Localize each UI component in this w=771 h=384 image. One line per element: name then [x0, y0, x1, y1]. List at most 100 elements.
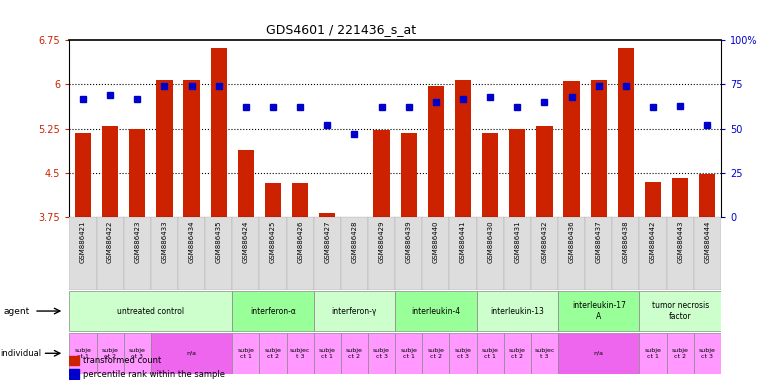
Text: subje
ct 1: subje ct 1 [400, 348, 417, 359]
Bar [476, 291, 558, 331]
Bar [341, 217, 368, 290]
Bar [401, 133, 417, 217]
Bar [667, 333, 694, 374]
Text: n/a: n/a [187, 351, 197, 356]
Text: interleukin-4: interleukin-4 [411, 306, 460, 316]
Bar [69, 217, 96, 290]
Text: GSM886432: GSM886432 [541, 220, 547, 263]
Bar [509, 129, 526, 217]
Text: GSM886423: GSM886423 [134, 220, 140, 263]
Bar [102, 126, 118, 217]
Bar [449, 333, 476, 374]
Bar [645, 182, 662, 217]
Bar [96, 333, 123, 374]
Bar [618, 48, 634, 217]
Text: subje
ct 3: subje ct 3 [129, 348, 146, 359]
Text: GSM886429: GSM886429 [379, 220, 385, 263]
Bar [672, 177, 689, 217]
Text: subje
ct 2: subje ct 2 [427, 348, 444, 359]
Text: GSM886441: GSM886441 [460, 220, 466, 263]
Bar [564, 81, 580, 217]
Text: subje
ct 2: subje ct 2 [509, 348, 526, 359]
Bar [314, 291, 395, 331]
Bar [265, 183, 281, 217]
Bar [612, 217, 639, 290]
Text: GSM886439: GSM886439 [406, 220, 412, 263]
Text: GDS4601 / 221436_s_at: GDS4601 / 221436_s_at [266, 23, 416, 36]
Bar [694, 333, 721, 374]
Bar [151, 217, 178, 290]
Text: subje
ct 2: subje ct 2 [672, 348, 689, 359]
Bar [482, 133, 498, 217]
Bar [395, 333, 423, 374]
Text: agent: agent [3, 306, 29, 316]
Bar [232, 291, 314, 331]
Text: individual: individual [0, 349, 41, 358]
Text: n/a: n/a [594, 351, 604, 356]
Text: untreated control: untreated control [117, 306, 184, 316]
Text: GSM886430: GSM886430 [487, 220, 493, 263]
Text: GSM886427: GSM886427 [325, 220, 330, 263]
Bar [531, 217, 558, 290]
Text: GSM886424: GSM886424 [243, 220, 249, 263]
Bar [75, 133, 91, 217]
Bar [699, 174, 715, 217]
Text: interferon-α: interferon-α [250, 306, 296, 316]
Text: GSM886444: GSM886444 [705, 220, 710, 263]
Bar [287, 217, 314, 290]
Bar [395, 291, 476, 331]
Text: GSM886426: GSM886426 [297, 220, 303, 263]
Bar [314, 333, 341, 374]
Bar [123, 333, 151, 374]
Text: subje
ct 1: subje ct 1 [645, 348, 662, 359]
Bar [292, 184, 308, 217]
Bar [639, 333, 667, 374]
Bar [178, 217, 205, 290]
Text: subje
ct 3: subje ct 3 [699, 348, 715, 359]
Text: GSM886421: GSM886421 [80, 220, 86, 263]
Text: interferon-γ: interferon-γ [332, 306, 377, 316]
Text: subje
ct 1: subje ct 1 [237, 348, 254, 359]
Text: GSM886422: GSM886422 [107, 220, 113, 263]
Bar [129, 129, 146, 217]
Text: subje
ct 1: subje ct 1 [75, 348, 92, 359]
Text: subjec
t 3: subjec t 3 [290, 348, 310, 359]
Bar [455, 80, 471, 217]
Text: GSM886438: GSM886438 [623, 220, 629, 263]
Text: subje
ct 1: subje ct 1 [319, 348, 335, 359]
Text: subje
ct 2: subje ct 2 [346, 348, 363, 359]
Text: GSM886435: GSM886435 [216, 220, 222, 263]
Text: GSM886440: GSM886440 [433, 220, 439, 263]
Bar [69, 291, 232, 331]
Text: GSM886431: GSM886431 [514, 220, 520, 263]
Bar [237, 151, 254, 217]
Bar [639, 291, 721, 331]
Bar [96, 217, 123, 290]
Text: GSM886433: GSM886433 [161, 220, 167, 263]
Bar [694, 217, 721, 290]
Bar [287, 333, 314, 374]
Bar [558, 291, 639, 331]
Text: tumor necrosis
factor: tumor necrosis factor [651, 301, 709, 321]
Bar [423, 333, 449, 374]
Bar [368, 217, 395, 290]
Text: subje
ct 2: subje ct 2 [264, 348, 281, 359]
Bar [558, 333, 639, 374]
Bar [69, 356, 79, 366]
Text: GSM886443: GSM886443 [677, 220, 683, 263]
Bar [476, 217, 503, 290]
Text: subje
ct 1: subje ct 1 [482, 348, 499, 359]
Bar [503, 333, 531, 374]
Bar [151, 333, 232, 374]
Text: GSM886436: GSM886436 [568, 220, 574, 263]
Bar [639, 217, 667, 290]
Text: subje
ct 2: subje ct 2 [102, 348, 119, 359]
Bar [667, 217, 694, 290]
Bar [585, 217, 612, 290]
Bar [157, 80, 173, 217]
Bar [341, 333, 368, 374]
Text: subje
ct 3: subje ct 3 [373, 348, 390, 359]
Text: interleukin-13: interleukin-13 [490, 306, 544, 316]
Bar [319, 213, 335, 217]
Text: GSM886442: GSM886442 [650, 220, 656, 263]
